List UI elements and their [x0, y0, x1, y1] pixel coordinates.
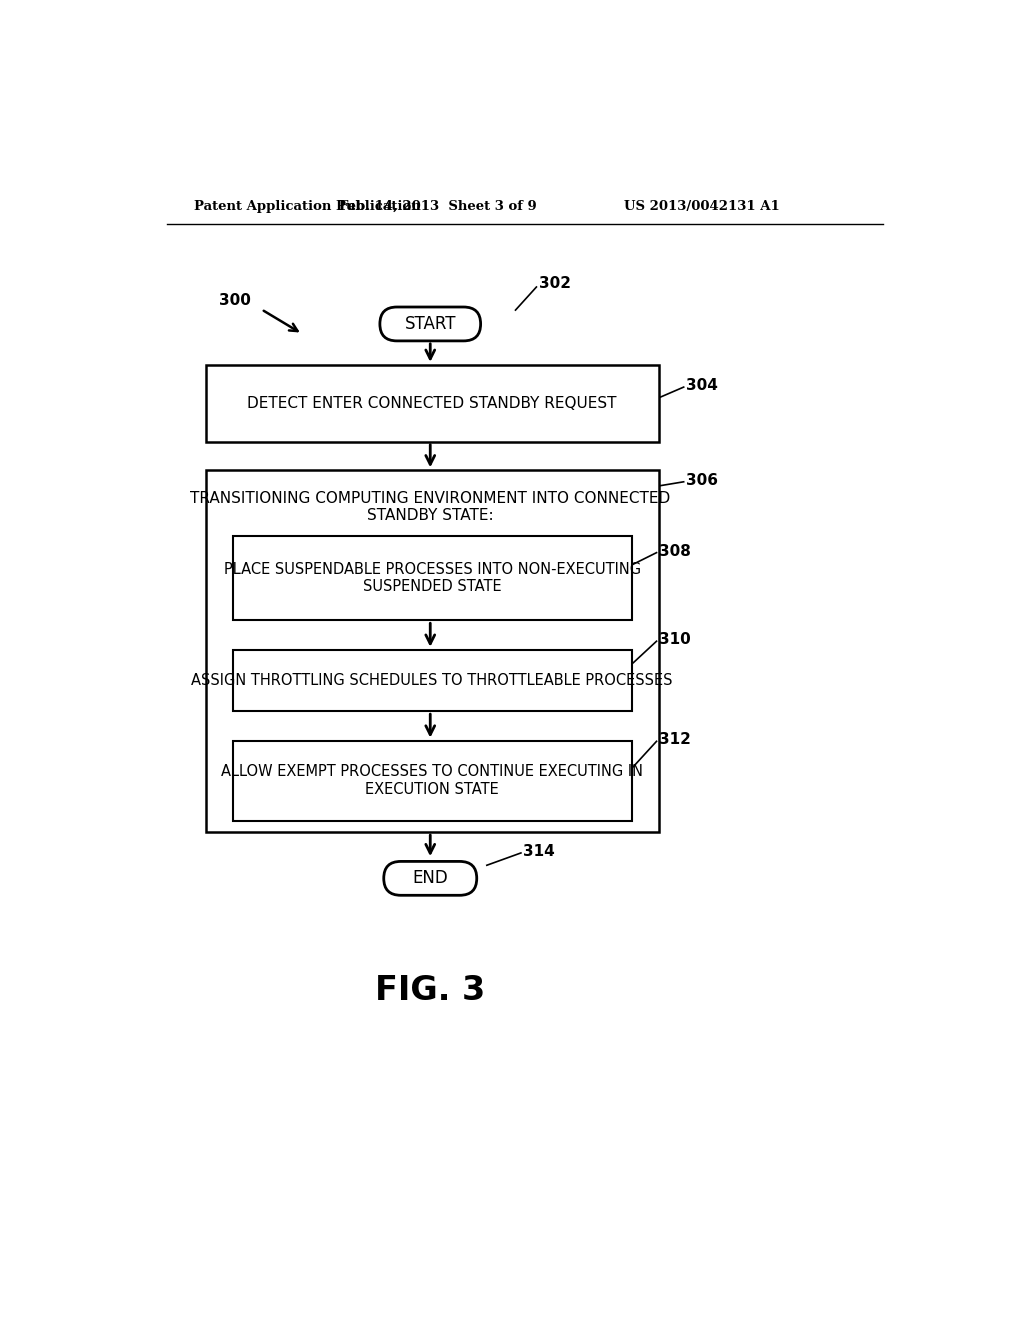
- Text: 306: 306: [686, 473, 718, 488]
- Text: 314: 314: [523, 843, 555, 859]
- Text: 312: 312: [658, 733, 691, 747]
- Text: END: END: [413, 870, 449, 887]
- Text: Patent Application Publication: Patent Application Publication: [194, 199, 421, 213]
- Bar: [206, 470, 658, 832]
- Bar: [206, 364, 658, 442]
- Text: 302: 302: [539, 276, 570, 292]
- Text: ASSIGN THROTTLING SCHEDULES TO THROTTLEABLE PROCESSES: ASSIGN THROTTLING SCHEDULES TO THROTTLEA…: [191, 673, 673, 688]
- FancyBboxPatch shape: [384, 862, 477, 895]
- Text: US 2013/0042131 A1: US 2013/0042131 A1: [624, 199, 779, 213]
- Text: ALLOW EXEMPT PROCESSES TO CONTINUE EXECUTING IN
EXECUTION STATE: ALLOW EXEMPT PROCESSES TO CONTINUE EXECU…: [221, 764, 643, 797]
- Text: DETECT ENTER CONNECTED STANDBY REQUEST: DETECT ENTER CONNECTED STANDBY REQUEST: [248, 396, 616, 411]
- Text: 308: 308: [658, 544, 691, 558]
- FancyBboxPatch shape: [380, 308, 480, 341]
- Text: START: START: [404, 315, 456, 333]
- Text: 304: 304: [686, 378, 718, 393]
- Text: PLACE SUSPENDABLE PROCESSES INTO NON-EXECUTING
SUSPENDED STATE: PLACE SUSPENDABLE PROCESSES INTO NON-EXE…: [223, 562, 641, 594]
- Text: 310: 310: [658, 632, 690, 647]
- Bar: [232, 536, 632, 620]
- Text: Feb. 14, 2013  Sheet 3 of 9: Feb. 14, 2013 Sheet 3 of 9: [339, 199, 537, 213]
- Text: FIG. 3: FIG. 3: [375, 974, 485, 1006]
- Text: TRANSITIONING COMPUTING ENVIRONMENT INTO CONNECTED
STANDBY STATE:: TRANSITIONING COMPUTING ENVIRONMENT INTO…: [190, 491, 671, 524]
- Bar: [232, 649, 632, 711]
- Bar: [232, 741, 632, 821]
- Text: 300: 300: [219, 293, 251, 309]
